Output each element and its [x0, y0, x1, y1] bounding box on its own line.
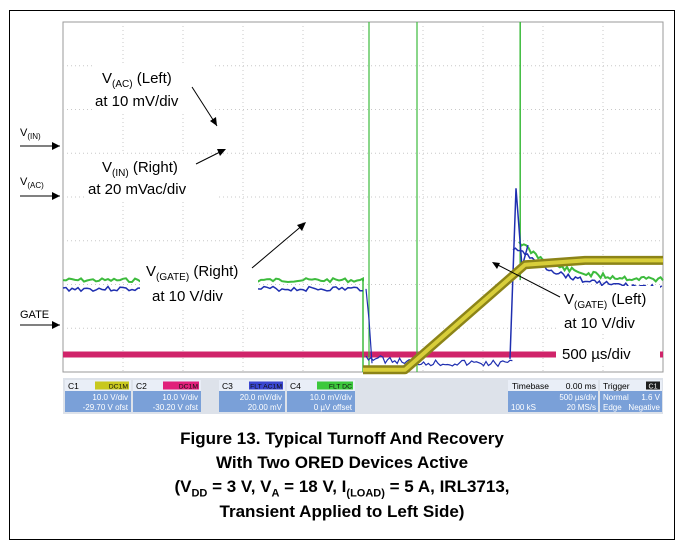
svg-text:at 10 V/div: at 10 V/div — [564, 315, 635, 332]
svg-text:V(AC) (Left): V(AC) (Left) — [102, 70, 172, 90]
svg-text:Normal: Normal — [603, 393, 629, 402]
channel-id: C4 — [290, 381, 301, 391]
channel-id: C3 — [222, 381, 233, 391]
channel-badge — [317, 381, 353, 390]
svg-text:100 kS: 100 kS — [511, 403, 536, 412]
channel-badge-label: DC1M — [109, 384, 129, 391]
caption-text: = 3 V, V — [207, 477, 272, 496]
annotation-vac-left: V(AC) (Left) at 10 mV/div — [92, 64, 218, 127]
channel-badge — [249, 381, 283, 390]
svg-text:GATE: GATE — [20, 309, 49, 321]
trace-vin-right-dip — [365, 355, 513, 368]
trigger-box: Trigger C1 Normal 1.6 V Edge Negative — [600, 380, 662, 412]
annotation-vin-right: V(IN) (Right) at 20 mVac/div — [84, 149, 226, 202]
svg-text:at 20 mVac/div: at 20 mVac/div — [88, 181, 187, 198]
trace-vin-right-fall — [365, 288, 373, 364]
caption-text: (V — [174, 477, 192, 496]
caption-text: = 18 V, I — [279, 477, 347, 496]
svg-text:1.6 V: 1.6 V — [641, 393, 660, 402]
svg-text:Trigger: Trigger — [603, 381, 630, 391]
caption-note: Transient Applied to Left Side) — [219, 502, 465, 521]
marker-gate: GATE — [20, 309, 60, 329]
svg-text:0.00 ms: 0.00 ms — [566, 381, 596, 391]
svg-text:500 µs/div: 500 µs/div — [562, 346, 631, 363]
annotation-vgate-right: V(GATE) (Right) at 10 V/div — [140, 222, 306, 308]
svg-text:V(AC): V(AC) — [20, 176, 44, 190]
channel-badge-label: FLT DC — [329, 384, 352, 391]
channel-offset: -29.70 V ofst — [83, 403, 129, 412]
svg-text:500 µs/div: 500 µs/div — [559, 393, 596, 402]
svg-text:V(IN) (Right): V(IN) (Right) — [102, 159, 178, 179]
svg-text:Edge: Edge — [603, 403, 622, 412]
caption-conditions: (VDD = 3 V, VA = 18 V, I(LOAD) = 5 A, IR… — [10, 477, 674, 499]
svg-text:C1: C1 — [649, 384, 658, 391]
marker-vin: V(IN) — [20, 127, 60, 150]
svg-text:V(GATE) (Left): V(GATE) (Left) — [564, 291, 646, 311]
caption-text: = 5 A, IRL3713, — [384, 477, 510, 496]
caption-title: Figure 13. Typical Turnoff And Recovery — [180, 429, 504, 448]
channel-offset: 0 µV offset — [314, 403, 353, 412]
channel-scale: 20.0 mV/div — [240, 393, 282, 402]
annotation-vgate-left: V(GATE) (Left) at 10 V/div — [492, 262, 660, 334]
caption-subscript: DD — [191, 487, 208, 500]
caption-subscript: A — [271, 487, 280, 500]
channel-scale: 10.0 V/div — [92, 393, 128, 402]
channel-id: C2 — [136, 381, 147, 391]
channel-id: C1 — [68, 381, 79, 391]
svg-text:Timebase: Timebase — [512, 381, 549, 391]
svg-text:at 10 V/div: at 10 V/div — [152, 288, 223, 305]
marker-vac: V(AC) — [20, 176, 60, 200]
channel-box-c2: C2 DC1M 10.0 V/div-30.20 V ofst — [133, 380, 201, 412]
channel-scale: 10.0 V/div — [162, 393, 198, 402]
svg-text:V(GATE) (Right): V(GATE) (Right) — [146, 263, 238, 283]
channel-box-c1: C1 DC1M 10.0 V/div-29.70 V ofst — [65, 380, 131, 412]
channel-offset: -30.20 V ofst — [153, 403, 199, 412]
svg-text:at 10 mV/div: at 10 mV/div — [95, 93, 179, 110]
svg-text:20 MS/s: 20 MS/s — [567, 403, 596, 412]
channel-scale: 10.0 mV/div — [310, 393, 352, 402]
svg-text:Negative: Negative — [628, 403, 660, 412]
channel-badge — [163, 381, 199, 390]
caption-subscript: (LOAD) — [346, 487, 385, 500]
caption-subtitle: With Two ORED Devices Active — [215, 453, 469, 472]
trace-vgate-left — [363, 258, 663, 372]
svg-text:V(IN): V(IN) — [20, 127, 41, 141]
channel-badge-label: FLT AC1M — [250, 384, 282, 391]
timebase-label: 500 µs/div — [556, 340, 660, 366]
channel-badge — [95, 381, 129, 390]
channel-badge-label: DC1M — [179, 384, 199, 391]
timebase-box: Timebase 0.00 ms 500 µs/div 100 kS 20 MS… — [508, 380, 598, 412]
channel-offset: 20.00 mV — [248, 403, 283, 412]
